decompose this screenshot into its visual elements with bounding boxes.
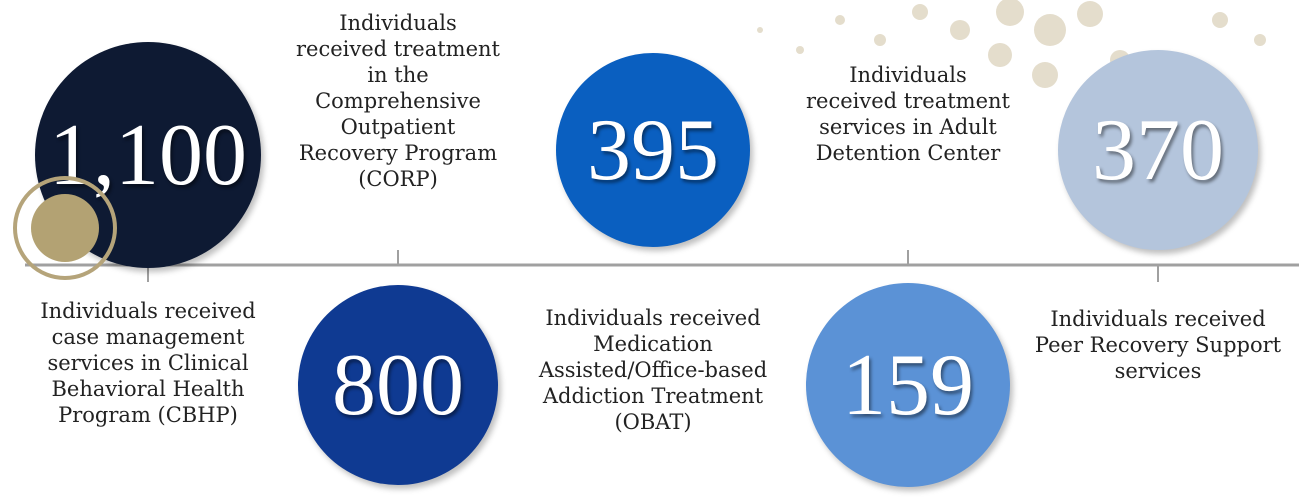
stat-circle: 370 — [1058, 50, 1258, 250]
stat-description: Individuals received treatment in the Co… — [296, 11, 500, 191]
stat-description: Individuals received Medication Assisted… — [538, 306, 768, 434]
stat-circle: 800 — [298, 285, 498, 485]
stat-description: Individuals received case management ser… — [40, 299, 256, 427]
stat-circle: 1,100 — [35, 42, 261, 268]
stat-description: Individuals received Peer Recovery Suppo… — [1034, 307, 1282, 383]
stat-circle: 159 — [806, 283, 1010, 487]
stat-description: Individuals received treatment services … — [806, 63, 1010, 165]
stat-circle: 395 — [556, 53, 750, 247]
